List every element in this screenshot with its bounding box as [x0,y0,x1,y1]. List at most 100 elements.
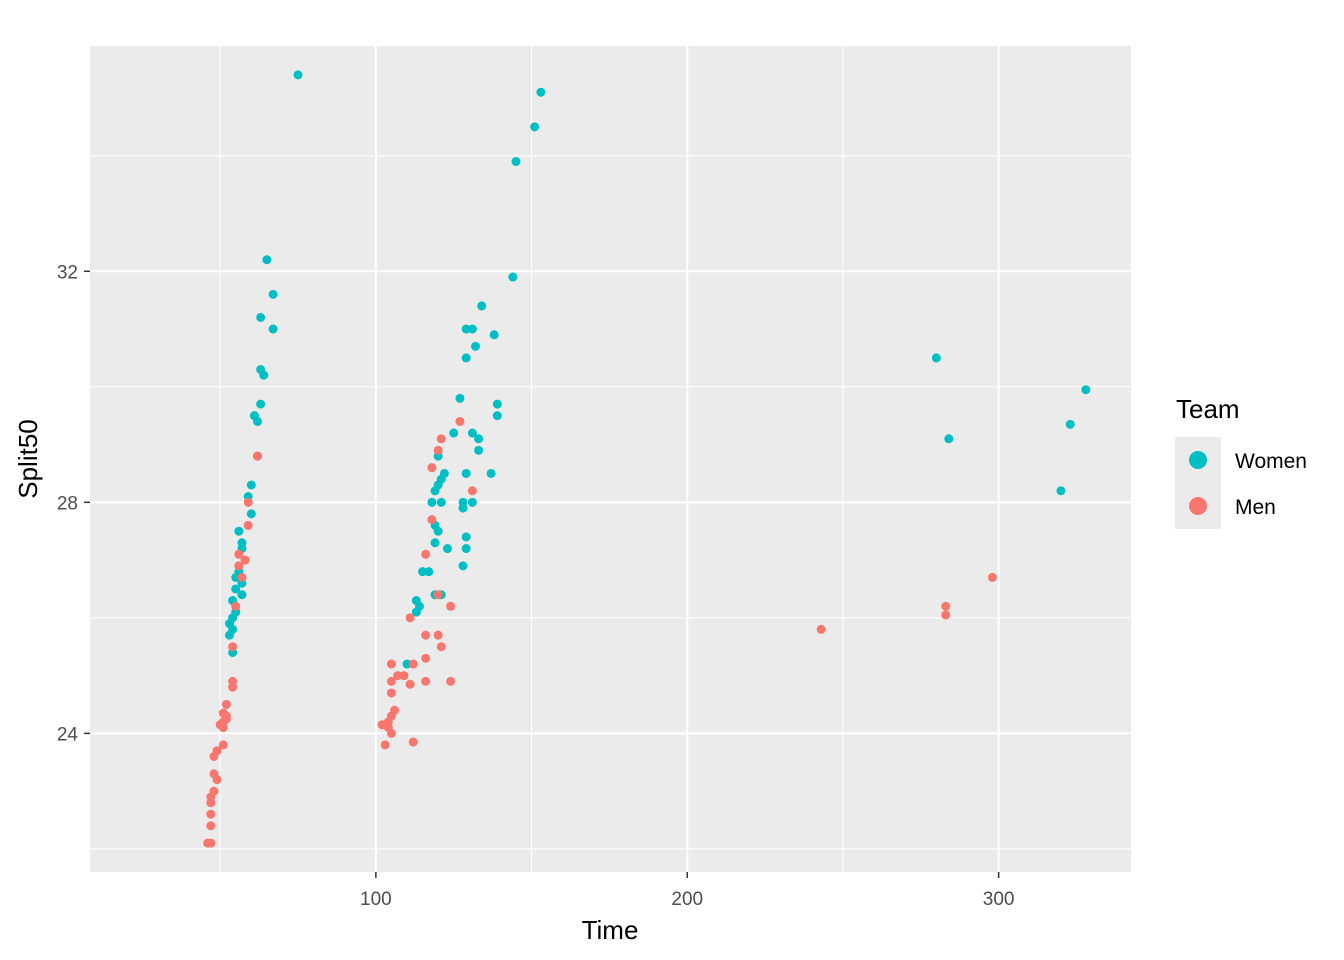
data-point-men [206,838,216,848]
data-point-women [424,567,434,577]
data-point-men [234,561,244,571]
data-point-women [430,538,440,548]
data-point-men [380,740,390,750]
data-point-women [442,544,452,554]
data-point-men [234,549,244,559]
data-point-women [455,393,465,403]
x-tick-label: 300 [983,889,1015,910]
data-point-women [231,584,241,594]
data-point-women [471,341,481,351]
data-point-women [1056,486,1066,496]
data-point-women [477,301,487,311]
data-point-men [816,624,826,634]
legend-label-men: Men [1235,496,1276,519]
data-point-women [467,324,477,334]
data-point-men [228,642,238,652]
data-point-women [461,544,471,554]
data-point-men [218,723,228,733]
data-point-women [492,399,502,409]
data-point-women [262,255,272,265]
legend-marker-men [1189,497,1207,515]
data-point-men [455,416,465,426]
data-point-men [427,515,437,525]
data-point-men [206,798,216,808]
data-point-women [268,289,278,299]
data-point-women [467,497,477,507]
legend: Team Women Men [1175,394,1307,529]
data-point-men [393,671,403,681]
data-point-men [433,630,443,640]
data-point-women [418,567,428,577]
data-point-women [246,509,256,519]
legend-title: Team [1176,394,1240,424]
data-point-women [427,497,437,507]
data-point-men [433,445,443,455]
data-point-men [433,590,443,600]
data-point-women [461,353,471,363]
y-axis-title: Split50 [13,419,43,499]
data-point-women [458,503,468,513]
y-tick-label: 32 [57,262,78,283]
data-point-men [941,610,951,620]
data-point-men [231,601,241,611]
data-point-men [421,653,431,663]
data-point-women [449,428,459,438]
data-point-women [231,572,241,582]
data-point-women [474,445,484,455]
data-point-women [458,561,468,571]
data-point-men [386,728,396,738]
data-point-men [427,463,437,473]
data-point-women [433,526,443,536]
data-point-men [408,737,418,747]
major-gridlines [90,46,1131,872]
y-tick-label: 28 [57,493,78,514]
data-point-women [256,312,266,322]
data-point-women [530,122,540,132]
data-point-women [1065,419,1075,429]
data-point-women [293,70,303,80]
data-point-women [474,434,484,444]
data-point-women [1081,385,1091,395]
axes: 100 200 300 24 28 32 [57,262,1015,910]
legend-label-women: Women [1235,450,1307,473]
data-point-women [536,87,546,97]
data-point-women [430,486,440,496]
minor-gridlines [90,46,1131,872]
data-point-men [240,555,250,565]
data-point-women [253,416,263,426]
data-point-women [944,434,954,444]
data-point-men [421,676,431,686]
data-point-men [209,751,219,761]
data-point-women [931,353,941,363]
data-point-men [436,434,446,444]
data-point-men [243,497,253,507]
legend-marker-women [1189,451,1207,469]
data-point-women [461,532,471,542]
data-point-women [511,157,521,167]
data-point-women [486,468,496,478]
data-point-women [234,526,244,536]
data-point-women [492,411,502,421]
data-point-men [237,572,247,582]
data-point-men [253,451,263,461]
data-point-women [259,370,269,380]
data-point-women [256,399,266,409]
data-point-men [399,671,409,681]
data-point-men [446,601,456,611]
data-point-men [421,630,431,640]
data-point-men [206,821,216,831]
data-point-men [405,679,415,689]
data-point-women [489,330,499,340]
x-axis-title: Time [582,915,639,945]
data-point-men [386,688,396,698]
data-point-men [467,486,477,496]
data-point-women [461,468,471,478]
data-point-men [212,775,222,785]
data-points [203,70,1091,848]
data-point-women [411,607,421,617]
data-point-men [405,613,415,623]
data-point-men [206,809,216,819]
data-point-women [461,324,471,334]
data-point-men [218,740,228,750]
data-point-women [508,272,518,282]
